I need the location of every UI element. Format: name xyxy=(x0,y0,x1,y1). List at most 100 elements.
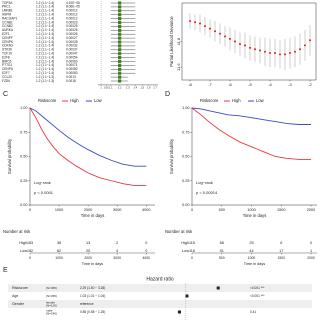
hr-box xyxy=(118,20,122,25)
variable-name: Age xyxy=(12,294,18,298)
cv-point xyxy=(229,37,231,40)
risk-count: 6 xyxy=(280,241,282,245)
p-value: 0.00037 xyxy=(66,48,78,52)
cv-point xyxy=(189,19,191,22)
p-value: p = 0.00014 xyxy=(196,190,218,195)
cv-point xyxy=(194,21,196,24)
test-name: Log−rank xyxy=(34,180,51,185)
hr-text: 1.2 (1.1−1.4) xyxy=(36,71,54,75)
row-band xyxy=(8,308,312,316)
legend-title: Riskscore xyxy=(38,98,57,103)
risk-count: 62 xyxy=(57,249,61,253)
cv-point xyxy=(214,30,216,33)
gene-name: E2F1 xyxy=(2,32,10,36)
y-tick-label: 0.50 xyxy=(182,155,189,159)
x-tick-label: -2 xyxy=(308,82,312,87)
y-tick-label: 0.25 xyxy=(20,179,27,183)
y-axis-label: Survival probability xyxy=(169,138,174,174)
p-value: 0.00032 xyxy=(66,44,78,48)
hr-box xyxy=(118,13,122,17)
hr-box xyxy=(118,1,122,5)
x-tick-label: 1.2 xyxy=(118,86,122,90)
risk-row-label: Low xyxy=(20,249,27,253)
x-tick-label: 1.05 xyxy=(104,86,110,90)
gene-name: CCNB2 xyxy=(2,24,13,28)
gene-name: CDKN3 xyxy=(2,44,13,48)
cv-point xyxy=(244,44,246,47)
hr-box xyxy=(118,63,122,67)
x-tick-label: 1.4 xyxy=(134,86,138,90)
cv-point xyxy=(304,44,306,47)
risk-count: 68 xyxy=(220,241,224,245)
hr-text: 1.2 (1.1−1.4) xyxy=(36,55,54,59)
hr-text: 1.2 (1.1−1.4) xyxy=(36,5,54,9)
y-tick-label: 1.00 xyxy=(182,106,189,110)
risk-count: 115 xyxy=(189,241,195,245)
gene-name: E2F7 xyxy=(2,71,10,75)
variable-level: male xyxy=(46,308,53,312)
sample-size: (N=246) xyxy=(46,312,57,316)
cv-point xyxy=(294,50,296,53)
gene-name: ASPM xyxy=(2,13,11,17)
risk-count: 183 xyxy=(27,241,33,245)
y-tick-label: 11.6 xyxy=(176,63,181,71)
x-tick-label: 1500 xyxy=(278,256,286,260)
x-axis-label: Time in days xyxy=(244,262,265,266)
variable-level: female xyxy=(46,300,55,304)
x-tick-label: -7 xyxy=(208,82,212,87)
x-tick-label: 1000 xyxy=(55,256,63,260)
x-tick-label: 2000 xyxy=(307,256,315,260)
risk-count: 116 xyxy=(189,249,195,253)
x-tick-label: 3000 xyxy=(113,208,121,212)
p-value: 0.00082 xyxy=(66,67,78,71)
estimate-text: 0.85 (0.58 − 1.25) xyxy=(80,310,105,314)
p-value: 0.00012 xyxy=(66,13,78,17)
cv-point xyxy=(309,39,311,42)
hr-box xyxy=(118,5,122,9)
hr-text: 1.2 (1.1−1.4) xyxy=(36,52,54,56)
legend-label: Low xyxy=(94,98,103,103)
x-tick-label: 500 xyxy=(219,208,225,212)
x-tick-label: 2000 xyxy=(307,208,315,212)
y-tick-label: 0.75 xyxy=(20,130,27,134)
x-tick-label: 1.6 xyxy=(147,86,151,90)
risk-row-label: High xyxy=(181,241,189,245)
gene-name: STK39 xyxy=(2,48,12,52)
x-tick-label: 1000 xyxy=(247,208,255,212)
hr-text: 1.2 (1.1−1.4) xyxy=(36,59,54,63)
hr-text: 1.2 (1.1−1.4) xyxy=(36,40,54,44)
legend-title: Riskscore xyxy=(200,98,219,103)
x-tick-label: 1.1 xyxy=(109,86,113,90)
hr-text: 1.2 (1.1−1.4) xyxy=(36,20,54,24)
hr-box xyxy=(118,71,122,75)
x-tick-label: 1000 xyxy=(55,208,63,212)
x-tick-label: 4000 xyxy=(143,256,151,260)
survival-curve xyxy=(191,107,312,160)
hr-box xyxy=(118,52,122,56)
risk-count: 38 xyxy=(57,241,61,245)
hr-text: 1.2 (1.1−1.3) xyxy=(36,75,54,79)
hr-text: 1.2 (1.1−1.4) xyxy=(36,24,54,28)
row-band xyxy=(8,292,312,300)
hr-box xyxy=(118,56,122,60)
p-value: 0.00027 xyxy=(66,36,78,40)
panel-label: E xyxy=(3,267,8,274)
p-value: p < 0.0001 xyxy=(34,190,54,195)
p-value: 0.00083 xyxy=(66,71,78,75)
p-value: 0.00071 xyxy=(66,63,78,67)
x-tick-label: 1.5 xyxy=(141,86,145,90)
legend-label: High xyxy=(232,98,241,103)
x-tick-label: 1 xyxy=(100,86,102,90)
hr-box xyxy=(118,40,122,44)
gene-name: CENPU xyxy=(2,67,14,71)
p-value: 0.00012 xyxy=(66,9,78,13)
hr-box xyxy=(118,17,122,21)
hr-text: 1.2 (1.1−1.3) xyxy=(36,79,54,83)
p-value: 0.00026 xyxy=(66,28,78,32)
hr-box xyxy=(118,59,122,64)
gene-name: CENPF xyxy=(2,36,13,40)
risk-title: Number at risk xyxy=(3,229,31,234)
gene-name: BIRC5 xyxy=(2,59,12,63)
